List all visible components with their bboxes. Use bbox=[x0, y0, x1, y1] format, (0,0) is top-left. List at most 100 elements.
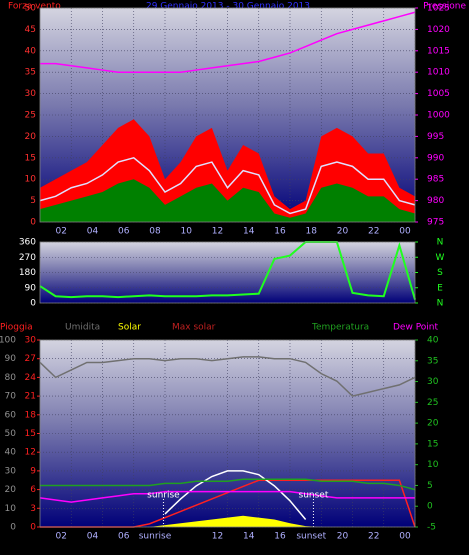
y-tick-label: 20 bbox=[5, 485, 17, 495]
y2-tick-label: -5 bbox=[427, 523, 436, 533]
y-tick-label: 360 bbox=[19, 238, 36, 248]
chart-title: 29 Gennaio 2013 - 30 Gennaio 2013 bbox=[146, 2, 310, 12]
line-series bbox=[40, 11, 416, 73]
y3-tick-label: 6 bbox=[30, 485, 36, 495]
x-tick-label: 04 bbox=[87, 532, 99, 542]
y-tick-label: 10 bbox=[5, 504, 17, 514]
y2-tick-label: 975 bbox=[427, 218, 444, 228]
y2-tick-label: 1010 bbox=[427, 68, 450, 78]
y2-tick-label: 5 bbox=[427, 481, 433, 491]
x-tick-label: 06 bbox=[118, 532, 130, 542]
y-tick-label: 80 bbox=[5, 373, 17, 383]
legend-entry: Dew Point bbox=[393, 323, 439, 333]
y-tick-label: 50 bbox=[25, 4, 37, 14]
x-tick-label: 16 bbox=[274, 227, 286, 237]
plot-frame bbox=[39, 339, 416, 528]
x-tick-label: 22 bbox=[368, 227, 379, 237]
y2-tick-label: N bbox=[437, 238, 444, 248]
y-tick-label: 180 bbox=[19, 268, 36, 278]
y2-tick-label: 40 bbox=[427, 336, 439, 346]
y-tick-label: 50 bbox=[5, 429, 17, 439]
y2-tick-label: 1015 bbox=[427, 46, 450, 56]
y2-tick-label: 10 bbox=[427, 460, 439, 470]
line-series bbox=[39, 356, 416, 397]
annotation-label: sunrise bbox=[147, 491, 180, 501]
y2-tick-label: S bbox=[437, 268, 443, 278]
y2-tick-label: 990 bbox=[427, 153, 444, 163]
x-tick-label: 18 bbox=[306, 227, 318, 237]
legend-entry: Solar bbox=[118, 323, 141, 333]
legend-entry: Umidita bbox=[65, 323, 100, 333]
y2-tick-label: E bbox=[437, 283, 443, 293]
line-series bbox=[39, 490, 415, 503]
x-tick-label: sunset bbox=[296, 532, 326, 542]
y3-tick-label: 15 bbox=[25, 429, 36, 439]
y-tick-label: 40 bbox=[25, 46, 37, 56]
x-tick-label: 12 bbox=[212, 532, 223, 542]
y-tick-label: 20 bbox=[25, 132, 37, 142]
legend-entry: Max solar bbox=[172, 323, 216, 333]
area-series bbox=[40, 515, 415, 527]
x-tick-label: 20 bbox=[337, 227, 349, 237]
y2-tick-label: 980 bbox=[427, 196, 444, 206]
y3-tick-label: 12 bbox=[25, 448, 36, 458]
y-tick-label: 60 bbox=[5, 410, 17, 420]
x-tick-label: 20 bbox=[337, 532, 349, 542]
y3-tick-label: 9 bbox=[30, 466, 36, 476]
y2-axis-label: Pressione bbox=[423, 2, 466, 12]
y-tick-label: 30 bbox=[25, 89, 37, 99]
x-tick-label: 04 bbox=[87, 227, 99, 237]
y2-tick-label: 35 bbox=[427, 356, 438, 366]
x-tick-label: 14 bbox=[243, 532, 255, 542]
x-tick-label: 14 bbox=[243, 227, 255, 237]
y2-tick-label: 1020 bbox=[427, 25, 450, 35]
y2-tick-label: 985 bbox=[427, 175, 444, 185]
y3-tick-label: 30 bbox=[25, 336, 37, 346]
y2-tick-label: 0 bbox=[427, 502, 433, 512]
x-tick-label: 00 bbox=[399, 227, 411, 237]
y2-tick-label: 1005 bbox=[427, 89, 450, 99]
area-series bbox=[40, 179, 415, 222]
x-tick-label: 22 bbox=[368, 532, 379, 542]
y-axis-label: Forza vento bbox=[8, 2, 61, 12]
y-tick-label: 90 bbox=[5, 354, 17, 364]
y-tick-label: 25 bbox=[25, 111, 36, 121]
y3-tick-label: 21 bbox=[25, 392, 36, 402]
y-tick-label: 270 bbox=[19, 253, 36, 263]
y2-tick-label: 15 bbox=[427, 439, 438, 449]
x-tick-label: 16 bbox=[274, 532, 286, 542]
plot-frame bbox=[39, 241, 416, 304]
x-tick-label: 02 bbox=[56, 532, 67, 542]
y3-tick-label: 27 bbox=[25, 354, 36, 364]
y2-tick-label: 25 bbox=[427, 398, 438, 408]
plot-frame bbox=[39, 7, 416, 223]
y-tick-label: 35 bbox=[25, 68, 36, 78]
y-tick-label: 0 bbox=[30, 218, 36, 228]
y2-tick-label: 1000 bbox=[427, 111, 450, 121]
y-tick-label: 90 bbox=[25, 283, 37, 293]
y-tick-label: 0 bbox=[30, 299, 36, 309]
y3-tick-label: 3 bbox=[30, 504, 36, 514]
legend-entry: Pioggia bbox=[0, 323, 33, 333]
line-series bbox=[39, 156, 416, 215]
line-series bbox=[40, 478, 416, 491]
y3-tick-label: 24 bbox=[25, 373, 37, 383]
x-tick-label: 12 bbox=[212, 227, 223, 237]
annotation-label: sunset bbox=[299, 491, 329, 501]
x-tick-label: 00 bbox=[399, 532, 411, 542]
y3-tick-label: 18 bbox=[25, 410, 37, 420]
y-tick-label: 15 bbox=[25, 153, 36, 163]
y-tick-label: 30 bbox=[5, 466, 17, 476]
legend-entry: Temperatura bbox=[311, 323, 369, 333]
y2-tick-label: 1025 bbox=[427, 4, 450, 14]
x-tick-label: 08 bbox=[149, 227, 161, 237]
y2-tick-label: 30 bbox=[427, 377, 439, 387]
y2-tick-label: 995 bbox=[427, 132, 444, 142]
y2-tick-label: N bbox=[437, 299, 444, 309]
y-tick-label: 40 bbox=[5, 448, 17, 458]
y-tick-label: 70 bbox=[5, 392, 17, 402]
y3-tick-label: 0 bbox=[30, 523, 36, 533]
y-tick-label: 10 bbox=[25, 175, 37, 185]
y-tick-label: 100 bbox=[0, 336, 16, 346]
